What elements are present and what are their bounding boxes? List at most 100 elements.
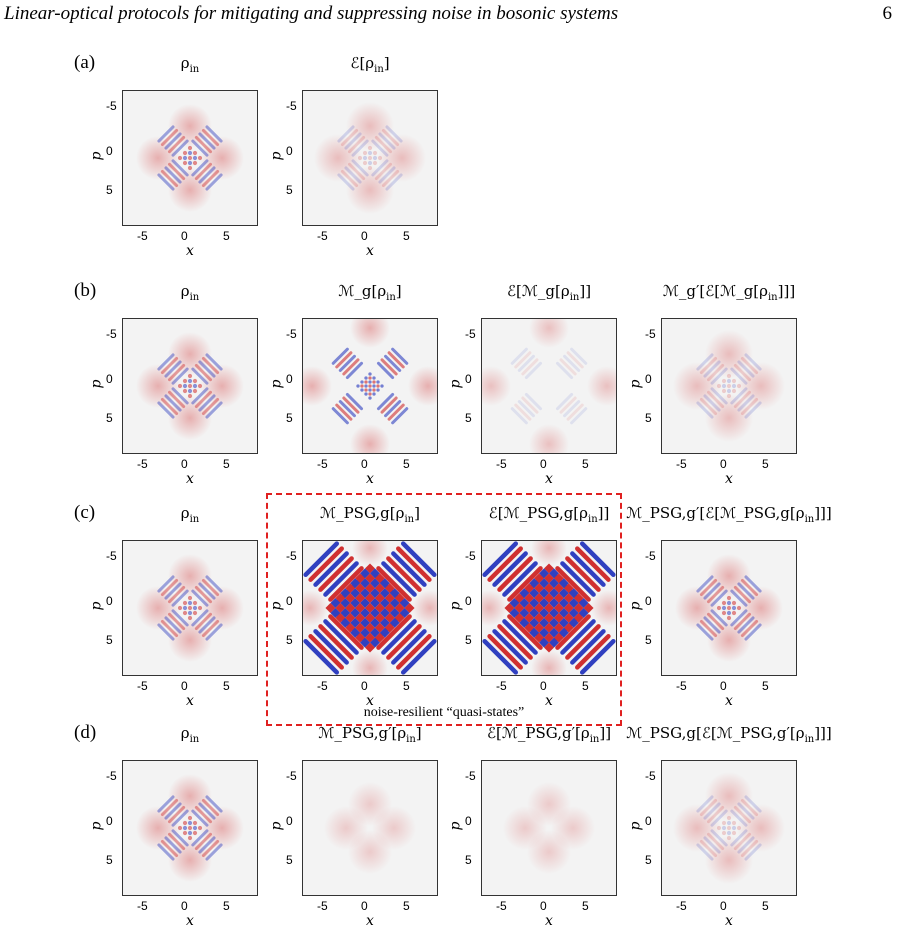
row-label: (a): [74, 52, 96, 73]
wigner-plot: [481, 318, 617, 454]
y-axis-label: p: [447, 379, 464, 389]
x-axis-label: x: [366, 913, 374, 929]
y-tick-label: 5: [106, 411, 113, 425]
panel-title-subscript: in: [804, 514, 815, 525]
panel-title-suffix: ]: [415, 724, 422, 742]
y-axis-label: p: [447, 821, 464, 831]
panel-title-main: ℳ_PSG,g′[ρ: [318, 724, 407, 742]
panel-title: ρin: [181, 282, 199, 303]
wigner-plot: [302, 90, 438, 226]
panel-title-main: ℰ[ρ: [350, 54, 375, 72]
wigner-density: [136, 332, 244, 440]
coherent-lobe: [737, 804, 785, 852]
coherent-lobe: [200, 806, 244, 850]
coherent-lobe: [412, 590, 437, 626]
coherent-lobe: [503, 806, 547, 850]
y-tick-label: -5: [286, 769, 297, 783]
panel-title: ℰ[ℳ_g[ρin]]: [507, 282, 591, 303]
x-tick-label: -5: [676, 899, 687, 913]
coherent-lobe: [200, 586, 244, 630]
x-tick-label: 5: [223, 457, 230, 471]
running-header-title: Linear-optical protocols for mitigating …: [4, 3, 619, 24]
x-tick-label: 0: [540, 457, 547, 471]
panel-title-suffix: ]: [414, 504, 420, 522]
wigner-density: [303, 319, 437, 453]
y-tick-label: -5: [106, 327, 117, 341]
coherent-lobe: [531, 541, 567, 566]
x-tick-label: 0: [181, 457, 188, 471]
y-tick-label: 0: [106, 814, 113, 828]
wigner-plot: [481, 760, 617, 896]
panel-title: ℳ_PSG,g′[ℰ[ℳ_PSG,g[ρin]]]: [626, 504, 832, 525]
coherent-lobe: [136, 136, 180, 180]
coherent-lobe: [482, 366, 511, 406]
x-tick-label: 5: [582, 899, 589, 913]
wigner-plot: [661, 318, 797, 454]
x-tick-label: 5: [582, 457, 589, 471]
coherent-lobe: [136, 586, 180, 630]
row-label: (d): [74, 722, 97, 743]
y-axis-label: p: [88, 151, 105, 161]
panel-title-main: ℳ_g′[ℰ[ℳ_g[ρ: [662, 282, 768, 300]
y-tick-label: -5: [465, 327, 476, 341]
coherent-lobe: [136, 806, 180, 850]
x-tick-label: 0: [181, 679, 188, 693]
panel-title-main: ℰ[ℳ_PSG,g[ρ: [488, 504, 588, 522]
y-axis-label: p: [88, 821, 105, 831]
coherent-lobe: [168, 618, 212, 662]
x-axis-label: x: [186, 243, 194, 259]
x-axis-label: x: [366, 471, 374, 487]
x-tick-label: 5: [403, 679, 410, 693]
y-tick-label: 5: [286, 853, 293, 867]
panel-title-main: ρ: [180, 54, 190, 72]
panel-title-main: ℰ[ℳ_PSG,g′[ρ: [486, 724, 590, 742]
y-tick-label: -5: [286, 99, 297, 113]
coherent-lobe: [352, 650, 388, 675]
wigner-plot: [661, 760, 797, 896]
coherent-lobe: [705, 330, 753, 378]
coherent-lobe: [673, 362, 721, 410]
y-tick-label: 0: [106, 144, 113, 158]
coherent-lobe: [168, 104, 212, 148]
y-tick-label: -5: [645, 549, 656, 563]
wigner-plot: [302, 318, 438, 454]
coherent-lobe: [591, 590, 616, 626]
y-axis-label: p: [268, 379, 285, 389]
y-tick-label: 5: [645, 411, 652, 425]
x-tick-label: 5: [403, 899, 410, 913]
wigner-density: [136, 104, 244, 212]
coherent-lobe: [707, 554, 751, 598]
panel-title: ℳ_PSG,g[ℰ[ℳ_PSG,g′[ρin]]]: [626, 724, 832, 745]
panel-title: ℳ_g[ρin]: [338, 282, 401, 303]
x-tick-label: -5: [137, 899, 148, 913]
x-tick-label: 0: [361, 679, 368, 693]
coherent-lobe: [531, 650, 567, 675]
wigner-plot: [122, 540, 258, 676]
coherent-lobe: [168, 332, 212, 376]
y-tick-label: 5: [286, 633, 293, 647]
panel-title-suffix: ]]]: [814, 504, 832, 522]
quasi-states-caption: noise-resilient “quasi-states”: [363, 705, 525, 720]
coherent-lobe: [482, 590, 507, 626]
panel-title-subscript: in: [374, 64, 384, 75]
wigner-density: [673, 330, 785, 442]
x-axis-label: x: [186, 471, 194, 487]
x-tick-label: 5: [223, 899, 230, 913]
panel-title-subscript: in: [804, 734, 815, 745]
coherent-lobe: [168, 396, 212, 440]
wigner-density: [482, 541, 616, 675]
x-tick-label: 0: [720, 457, 727, 471]
panel-title-main: ℰ[ℳ_g[ρ: [506, 282, 570, 300]
y-tick-label: 5: [106, 183, 113, 197]
y-axis-label: p: [88, 601, 105, 611]
row-label: (c): [74, 502, 96, 523]
quasi-states-highlight-box: [266, 493, 622, 726]
x-tick-label: -5: [317, 457, 328, 471]
y-tick-label: -5: [106, 549, 117, 563]
x-axis-label: x: [545, 693, 553, 709]
x-tick-label: 0: [361, 457, 368, 471]
x-tick-label: -5: [317, 679, 328, 693]
coherent-lobe: [352, 541, 388, 566]
panel-title-subscript: in: [189, 514, 200, 525]
coherent-lobe: [739, 586, 783, 630]
